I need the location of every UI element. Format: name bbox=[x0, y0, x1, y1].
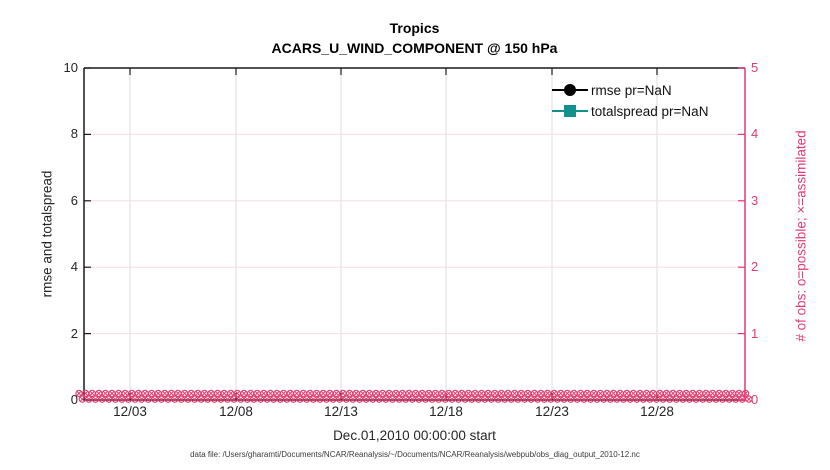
x-tick-label: 12/03 bbox=[113, 404, 147, 419]
x-axis-label: Dec.01,2010 00:00:00 start bbox=[333, 428, 496, 443]
legend-label-rmse: rmse pr=NaN bbox=[591, 82, 672, 98]
legend-label-totalspread: totalspread pr=NaN bbox=[591, 103, 709, 119]
chart-subtitle: ACARS_U_WIND_COMPONENT @ 150 hPa bbox=[271, 40, 558, 56]
totalspread-line-marker-icon bbox=[552, 105, 588, 117]
y-tick-label-left: 8 bbox=[70, 126, 78, 142]
x-tick-label: 12/23 bbox=[535, 404, 569, 419]
chart-title: Tropics bbox=[389, 20, 440, 36]
y-tick-label-right: 1 bbox=[751, 325, 759, 341]
legend: rmse pr=NaN totalspread pr=NaN bbox=[551, 80, 708, 121]
x-tick-label: 12/28 bbox=[640, 404, 674, 419]
x-tick-label: 12/13 bbox=[324, 404, 358, 419]
y-tick-label-right: 4 bbox=[751, 126, 759, 142]
y-tick-label-left: 4 bbox=[70, 259, 78, 275]
rmse-line-marker-icon bbox=[552, 84, 588, 96]
y-tick-label-left: 6 bbox=[70, 192, 78, 208]
x-tick-label: 12/18 bbox=[429, 404, 463, 419]
x-tick-label: 12/08 bbox=[219, 404, 253, 419]
legend-item-totalspread: totalspread pr=NaN bbox=[551, 101, 708, 121]
y-tick-label-right: 3 bbox=[751, 192, 759, 208]
y-tick-label-right: 2 bbox=[751, 259, 759, 275]
y-tick-label-left: 0 bbox=[70, 392, 78, 407]
y-tick-label-left: 10 bbox=[63, 60, 78, 75]
y-tick-label-right: 5 bbox=[751, 60, 759, 75]
y-tick-label-left: 2 bbox=[70, 325, 78, 341]
legend-item-rmse: rmse pr=NaN bbox=[551, 80, 708, 100]
data-file-caption: data file: /Users/gharamti/Documents/NCA… bbox=[190, 450, 640, 459]
y-tick-label-right: 0 bbox=[751, 392, 759, 407]
